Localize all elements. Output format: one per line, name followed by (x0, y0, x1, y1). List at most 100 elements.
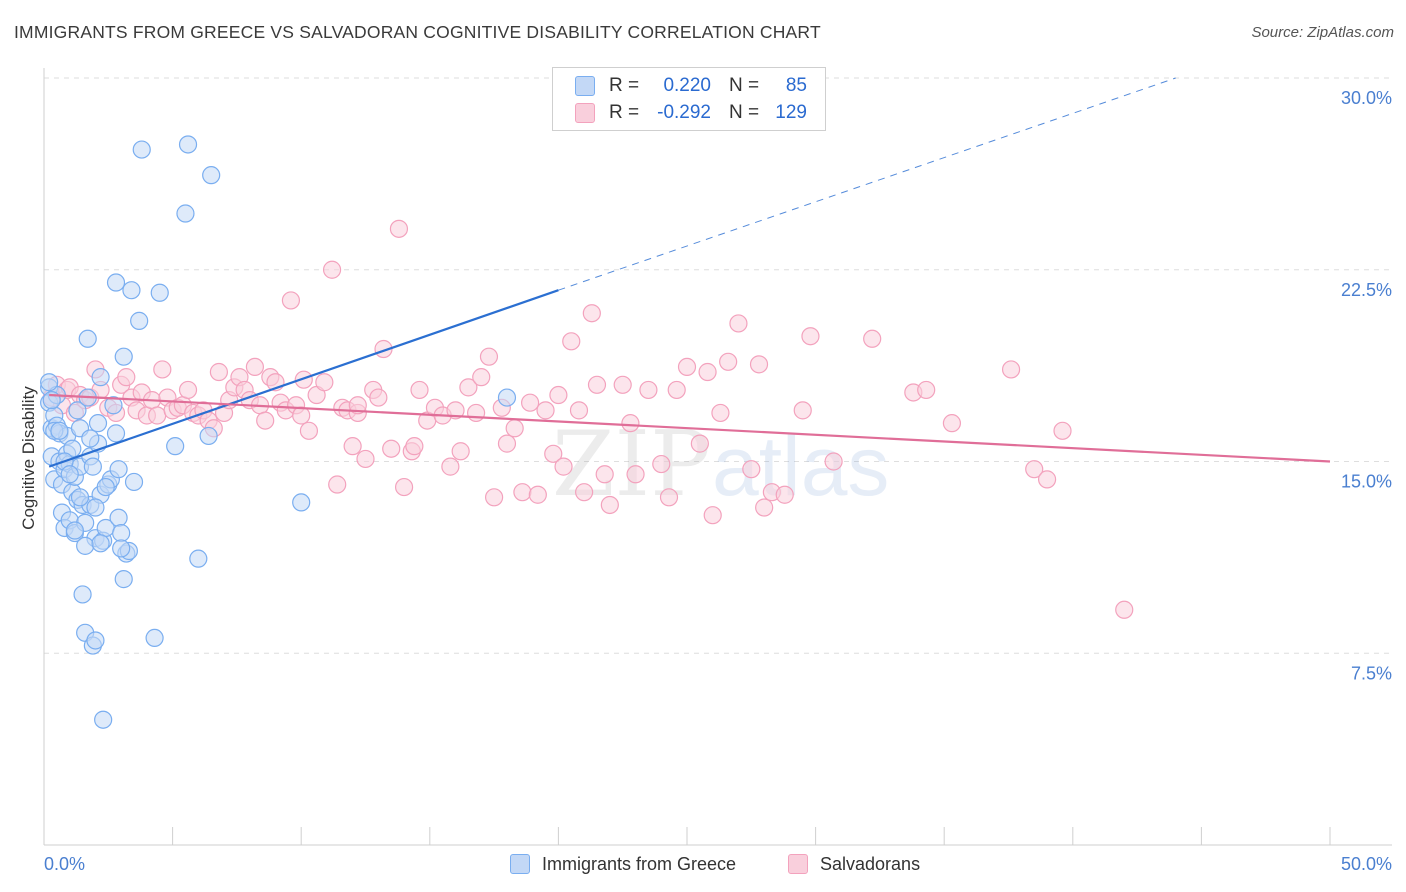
greece-point (112, 539, 131, 558)
salvadoran-trend-line (49, 393, 1331, 463)
salvadoran-point (245, 357, 265, 377)
legend-box: R = 0.220 N = 85 R = -0.292 N = 129 (552, 67, 826, 131)
salvadoran-point (554, 457, 573, 476)
greece-point (40, 373, 59, 392)
legend-row-salvadorans: R = -0.292 N = 129 (575, 101, 807, 125)
salvadoran-point (690, 434, 709, 453)
salvadoran-point (328, 475, 347, 494)
greece-point (178, 135, 198, 154)
bottom-legend-greece: Immigrants from Greece (510, 852, 736, 876)
greece-point (199, 426, 218, 446)
greece-point (81, 429, 100, 448)
greece-point (114, 347, 133, 366)
x-tick-label: 50.0% (1341, 854, 1392, 874)
salvadoran-point (1001, 360, 1021, 379)
axis-labels: 7.5% 15.0% 22.5% 30.0% 0.0% 50.0% Cognitive Di… (19, 88, 1392, 874)
salvadorans-points (42, 219, 1134, 619)
salvadoran-point (600, 495, 619, 515)
trend-lines (48, 77, 1331, 468)
y-tick-label: 15.0% (1341, 472, 1392, 492)
salvadoran-point (659, 488, 679, 507)
salvadoran-point (459, 378, 478, 397)
salvadoran-point (369, 388, 388, 407)
legend-r-label: R = (609, 75, 640, 96)
legend-row-greece: R = 0.220 N = 85 (575, 74, 807, 98)
salvadoran-point (544, 444, 563, 463)
salvadoran-point (582, 304, 601, 323)
greece-point (78, 329, 97, 348)
bottom-legend-label-salvadorans: Salvadorans (820, 853, 921, 874)
salvadoran-point (824, 452, 843, 471)
salvadoran-point (153, 360, 172, 379)
salvadoran-point (1025, 460, 1044, 479)
salvadoran-point (389, 219, 409, 238)
greece-point (94, 710, 113, 729)
greece-point (91, 368, 110, 387)
greece-point (114, 570, 133, 589)
x-tick-label: 0.0% (44, 854, 85, 874)
greece-point (104, 396, 123, 415)
greece-point (109, 460, 128, 479)
gridlines (44, 77, 1392, 654)
legend-swatch-salvadorans (575, 103, 595, 123)
salvadoran-point (281, 291, 301, 310)
greece-point (73, 585, 92, 604)
greece-point (292, 493, 311, 512)
legend-n-label: N = (729, 102, 760, 123)
greece-point (145, 628, 164, 648)
salvadoran-point (703, 506, 722, 525)
salvadoran-point (729, 314, 748, 333)
salvadoran-point (667, 380, 686, 400)
bottom-legend-label-greece: Immigrants from Greece (542, 853, 737, 874)
salvadoran-point (528, 485, 547, 504)
y-tick-label: 7.5% (1351, 663, 1392, 683)
salvadoran-point (698, 362, 717, 382)
legend-swatch-greece (575, 76, 595, 96)
bottom-legend-swatch-salvadorans (788, 854, 808, 874)
salvadoran-point (801, 327, 820, 346)
legend-r-value-salvadorans: -0.292 (657, 102, 711, 123)
salvadoran-point (513, 483, 532, 502)
salvadoran-point (441, 457, 460, 476)
y-tick-label: 30.0% (1341, 88, 1392, 108)
salvadoran-point (626, 465, 645, 484)
source-label: Source: ZipAtlas.com (1251, 24, 1394, 41)
salvadoran-point (479, 347, 499, 366)
salvadoran-point (256, 411, 275, 430)
salvadoran-point (505, 419, 524, 438)
salvadoran-point (755, 498, 774, 517)
salvadoran-point (117, 368, 136, 387)
salvadoran-point (292, 406, 311, 425)
salvadoran-point (536, 401, 555, 420)
bottom-legend-salvadorans: Salvadorans (788, 852, 920, 876)
salvadoran-point (343, 437, 362, 456)
greece-point (106, 424, 126, 443)
greece-point (202, 166, 221, 185)
salvadoran-point (742, 460, 761, 479)
salvadoran-point (299, 421, 319, 440)
salvadoran-point (497, 434, 517, 453)
salvadoran-point (719, 352, 738, 371)
y-tick-label: 22.5% (1341, 280, 1392, 300)
salvadoran-point (405, 437, 424, 456)
greece-point (91, 534, 110, 553)
salvadoran-point (209, 362, 228, 382)
salvadoran-point (793, 401, 812, 420)
salvadoran-point (613, 375, 632, 394)
salvadoran-point (451, 442, 470, 461)
legend-r-value-greece: 0.220 (663, 75, 711, 96)
greece-point (497, 388, 517, 407)
greece-point (70, 488, 90, 507)
salvadoran-point (595, 465, 614, 484)
salvadoran-point (1037, 470, 1057, 489)
salvadoran-point (775, 485, 794, 504)
salvadoran-point (749, 355, 769, 374)
salvadoran-point (348, 396, 367, 415)
greece-point (150, 283, 169, 302)
salvadoran-point (942, 414, 962, 433)
greece-point (132, 140, 151, 159)
salvadoran-point (178, 380, 198, 400)
salvadoran-point (410, 380, 429, 400)
legend-n-value-greece: 85 (785, 75, 807, 96)
